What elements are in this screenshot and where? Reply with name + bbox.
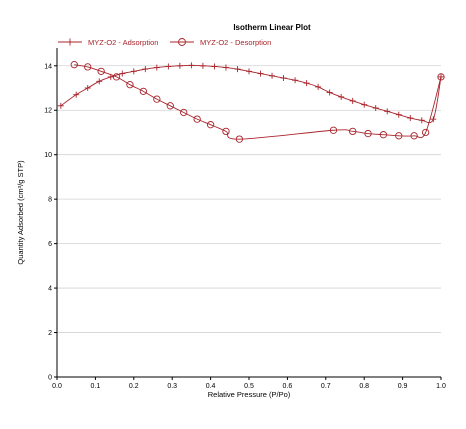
data-point-desorption [139,87,148,95]
data-point-adsorption [372,105,379,112]
y-tick-label: 2 [48,330,52,337]
data-point-desorption [410,132,418,140]
data-point-desorption [379,131,388,139]
data-point-adsorption [384,108,391,115]
data-point-desorption [364,129,372,138]
data-point-adsorption [165,63,172,70]
data-point-adsorption [246,68,252,75]
axis-ticks: 0 2 4 6 8 10 12 14 0.0 0.1 0.2 0.3 0.4 0.5 0.6 0.7 0.8 0.… [44,63,446,390]
x-tick-label: 0.2 [129,383,139,390]
data-point-adsorption [153,64,160,71]
y-tick-label: 8 [48,197,52,204]
y-tick-label: 10 [44,152,52,159]
data-point-adsorption [326,89,333,96]
data-point-adsorption [349,97,356,104]
data-point-adsorption [338,93,345,100]
data-point-desorption [235,135,244,143]
x-tick-label: 0.1 [91,383,101,390]
legend-label-desorption: MYZ-O2 - Desorption [200,38,271,47]
data-point-desorption [153,95,161,103]
data-point-adsorption [57,102,64,109]
x-tick-label: 0.6 [283,383,293,390]
series-line-adsorption [60,64,442,124]
data-point-adsorption [188,62,195,69]
x-tick-label: 0.4 [206,383,216,390]
data-point-desorption [97,67,105,75]
series-lines [60,64,442,140]
data-point-desorption [222,127,230,136]
data-point-desorption [349,127,357,136]
data-point-adsorption [199,62,206,69]
data-point-adsorption [315,83,322,90]
data-point-adsorption [430,116,437,123]
data-point-desorption [421,128,430,137]
data-point-desorption [84,63,92,71]
data-point-adsorption [130,68,137,75]
data-point-adsorption [119,70,126,77]
x-tick-label: 0.7 [321,383,331,390]
x-tick-label: 0.0 [52,383,62,390]
data-point-adsorption [222,64,229,71]
x-tick-label: 0.5 [244,383,254,390]
data-point-adsorption [395,111,402,118]
x-tick-label: 0.8 [359,383,369,390]
y-axis-label: Quantity Adsorbed (cm³/g STP) [16,160,25,265]
y-tick-label: 6 [48,241,52,248]
data-point-adsorption [361,101,368,108]
data-point-adsorption [211,63,218,70]
data-point-desorption [329,126,338,134]
legend-label-adsorption: MYZ-O2 - Adsorption [88,38,158,47]
data-point-adsorption [438,73,444,80]
data-point-adsorption [176,62,183,69]
data-point-adsorption [257,70,264,77]
data-point-desorption [126,81,134,89]
y-tick-label: 12 [44,108,52,115]
data-point-adsorption [142,66,149,73]
grid [57,65,441,333]
data-point-adsorption [418,117,425,124]
x-tick-label: 1.0 [436,383,446,390]
data-point-adsorption [84,85,91,92]
data-point-desorption [437,73,445,81]
data-point-desorption [112,73,121,81]
data-point-desorption [193,115,201,123]
legend-item-desorption: MYZ-O2 - Desorption [170,38,271,47]
data-point-desorption [206,121,215,129]
chart-title: Isotherm Linear Plot [233,23,311,32]
y-tick-label: 4 [48,286,52,293]
legend-item-adsorption: MYZ-O2 - Adsorption [58,38,158,47]
x-tick-label: 0.9 [398,383,408,390]
y-tick-label: 14 [44,63,52,70]
data-point-adsorption [303,80,310,87]
data-point-adsorption [234,66,241,73]
legend: MYZ-O2 - Adsorption MYZ-O2 - Desorption [58,38,271,47]
x-axis-label: Relative Pressure (P/Po) [208,390,291,399]
data-point-desorption [70,61,78,69]
data-point-desorption [180,108,188,117]
y-tick-label: 0 [48,375,52,382]
data-point-adsorption [96,78,103,85]
x-tick-label: 0.3 [167,383,177,390]
data-point-adsorption [280,75,287,82]
data-point-desorption [166,102,174,110]
series-markers [57,61,445,143]
data-point-adsorption [292,77,299,84]
data-point-adsorption [107,73,114,80]
data-point-desorption [395,132,403,140]
series-line-desorption [74,64,442,140]
data-point-adsorption [73,91,80,98]
data-point-adsorption [407,115,414,122]
data-point-adsorption [269,72,276,79]
